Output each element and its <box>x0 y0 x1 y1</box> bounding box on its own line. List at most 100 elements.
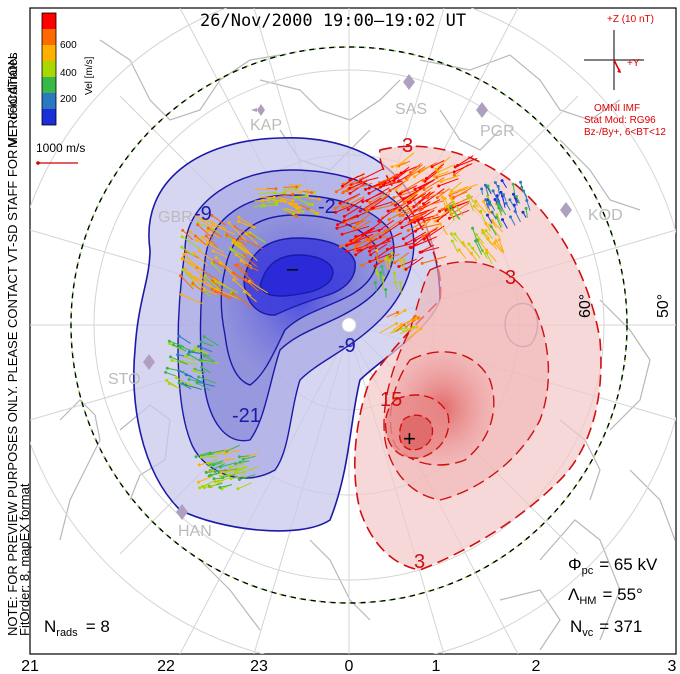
velocity-vector-origin <box>210 287 214 291</box>
velocity-vector <box>183 253 202 271</box>
velocity-vector <box>427 191 445 199</box>
velocity-vector-origin <box>440 208 444 212</box>
velocity-vector <box>239 237 263 250</box>
velocity-vector-origin <box>349 239 353 243</box>
velocity-vector-origin <box>353 248 357 252</box>
velocity-vector-origin <box>386 247 389 251</box>
velocity-vector <box>211 280 223 291</box>
velocity-vector-origin <box>313 190 316 194</box>
velocity-vector-origin <box>435 176 439 179</box>
velocity-vector <box>413 191 431 208</box>
velocity-vector <box>366 193 391 210</box>
velocity-vector <box>286 212 297 217</box>
velocity-vector-origin <box>164 370 168 374</box>
velocity-vector-origin <box>373 264 377 268</box>
velocity-vector <box>215 257 233 273</box>
velocity-vector-origin <box>295 214 298 218</box>
station-label: GBR <box>158 209 193 226</box>
velocity-vector-origin <box>484 198 488 202</box>
velocity-vector-origin <box>169 355 172 359</box>
velocity-vector-origin <box>467 194 471 198</box>
velocity-vector-origin <box>493 198 497 201</box>
velocity-vector <box>336 220 363 229</box>
velocity-vector-origin <box>433 219 437 223</box>
velocity-vector-origin <box>524 206 528 210</box>
velocity-vector-origin <box>197 375 201 379</box>
vector-scale-label: 1000 m/s <box>36 141 85 155</box>
velocity-vector <box>244 291 257 303</box>
velocity-vector <box>449 188 466 196</box>
velocity-vector <box>482 229 490 239</box>
velocity-vector-origin <box>339 245 342 249</box>
velocity-vector <box>182 269 195 283</box>
velocity-vector-origin <box>395 164 399 168</box>
velocity-vector-origin <box>345 189 349 193</box>
velocity-vector <box>287 202 298 209</box>
velocity-vector-origin <box>238 460 242 464</box>
velocity-vector-origin <box>379 271 383 275</box>
velocity-vector-origin <box>211 249 215 253</box>
velocity-vector <box>202 480 216 487</box>
velocity-vector-origin <box>165 366 169 370</box>
velocity-vector-origin <box>248 231 252 235</box>
velocity-vector <box>371 201 393 209</box>
velocity-vector-origin <box>457 248 461 252</box>
velocity-vector <box>245 233 258 245</box>
velocity-vector-origin <box>214 256 218 260</box>
velocity-vector-origin <box>492 241 496 245</box>
velocity-vector <box>491 220 503 233</box>
velocity-vector-origin <box>377 219 381 223</box>
velocity-vector <box>496 217 502 229</box>
velocity-vector-origin <box>348 191 352 195</box>
velocity-vector <box>199 250 214 262</box>
velocity-vector <box>350 227 374 242</box>
velocity-vector-origin <box>456 164 460 167</box>
velocity-vector-origin <box>375 271 379 275</box>
velocity-vector <box>182 230 194 241</box>
velocity-vector <box>451 195 474 207</box>
velocity-vector-origin <box>274 187 278 191</box>
velocity-vector <box>477 239 488 252</box>
velocity-vector-origin <box>316 211 320 215</box>
coastlines <box>59 39 676 651</box>
velocity-vector-origin <box>200 484 204 488</box>
velocity-vector <box>204 484 217 489</box>
velocity-vector <box>193 252 208 266</box>
velocity-vector-origin <box>453 232 457 236</box>
velocity-vector <box>362 192 384 203</box>
velocity-vector <box>335 203 355 213</box>
velocity-vector-origin <box>422 188 426 192</box>
latitude-label-60: 60° <box>577 294 594 318</box>
mlt-label: 23 <box>250 658 268 674</box>
velocity-vector <box>339 193 361 204</box>
velocity-vector <box>434 171 449 177</box>
velocity-vector-origin <box>481 228 484 232</box>
velocity-vector <box>379 172 403 184</box>
velocity-vector <box>347 198 365 211</box>
velocity-vector <box>196 382 211 391</box>
velocity-vector-origin <box>424 222 428 226</box>
velocity-vector-origin <box>397 179 401 183</box>
velocity-vector <box>385 258 389 269</box>
velocity-vector-origin <box>386 209 390 213</box>
velocity-vector <box>307 197 320 200</box>
velocity-vector-origin <box>480 187 484 191</box>
velocity-vector <box>243 466 259 473</box>
velocity-vector-origin <box>344 249 348 253</box>
velocity-vector <box>476 234 484 244</box>
velocity-vector <box>403 191 417 203</box>
velocity-vector <box>349 180 368 189</box>
velocity-vector-origin <box>485 251 488 255</box>
velocity-vector <box>441 196 447 210</box>
velocity-vector <box>431 159 445 168</box>
velocity-vector-origin <box>398 214 402 218</box>
velocity-vector-origin <box>451 200 455 204</box>
velocity-vector <box>425 212 440 225</box>
velocity-vector-origin <box>307 203 311 206</box>
velocity-colorbar: 600 400 200 Vel [m/s] <box>41 12 95 126</box>
velocity-vector <box>458 249 467 259</box>
velocity-vector-origin <box>491 189 495 193</box>
velocity-vector-origin <box>402 323 406 327</box>
velocity-vector-origin <box>380 265 384 269</box>
